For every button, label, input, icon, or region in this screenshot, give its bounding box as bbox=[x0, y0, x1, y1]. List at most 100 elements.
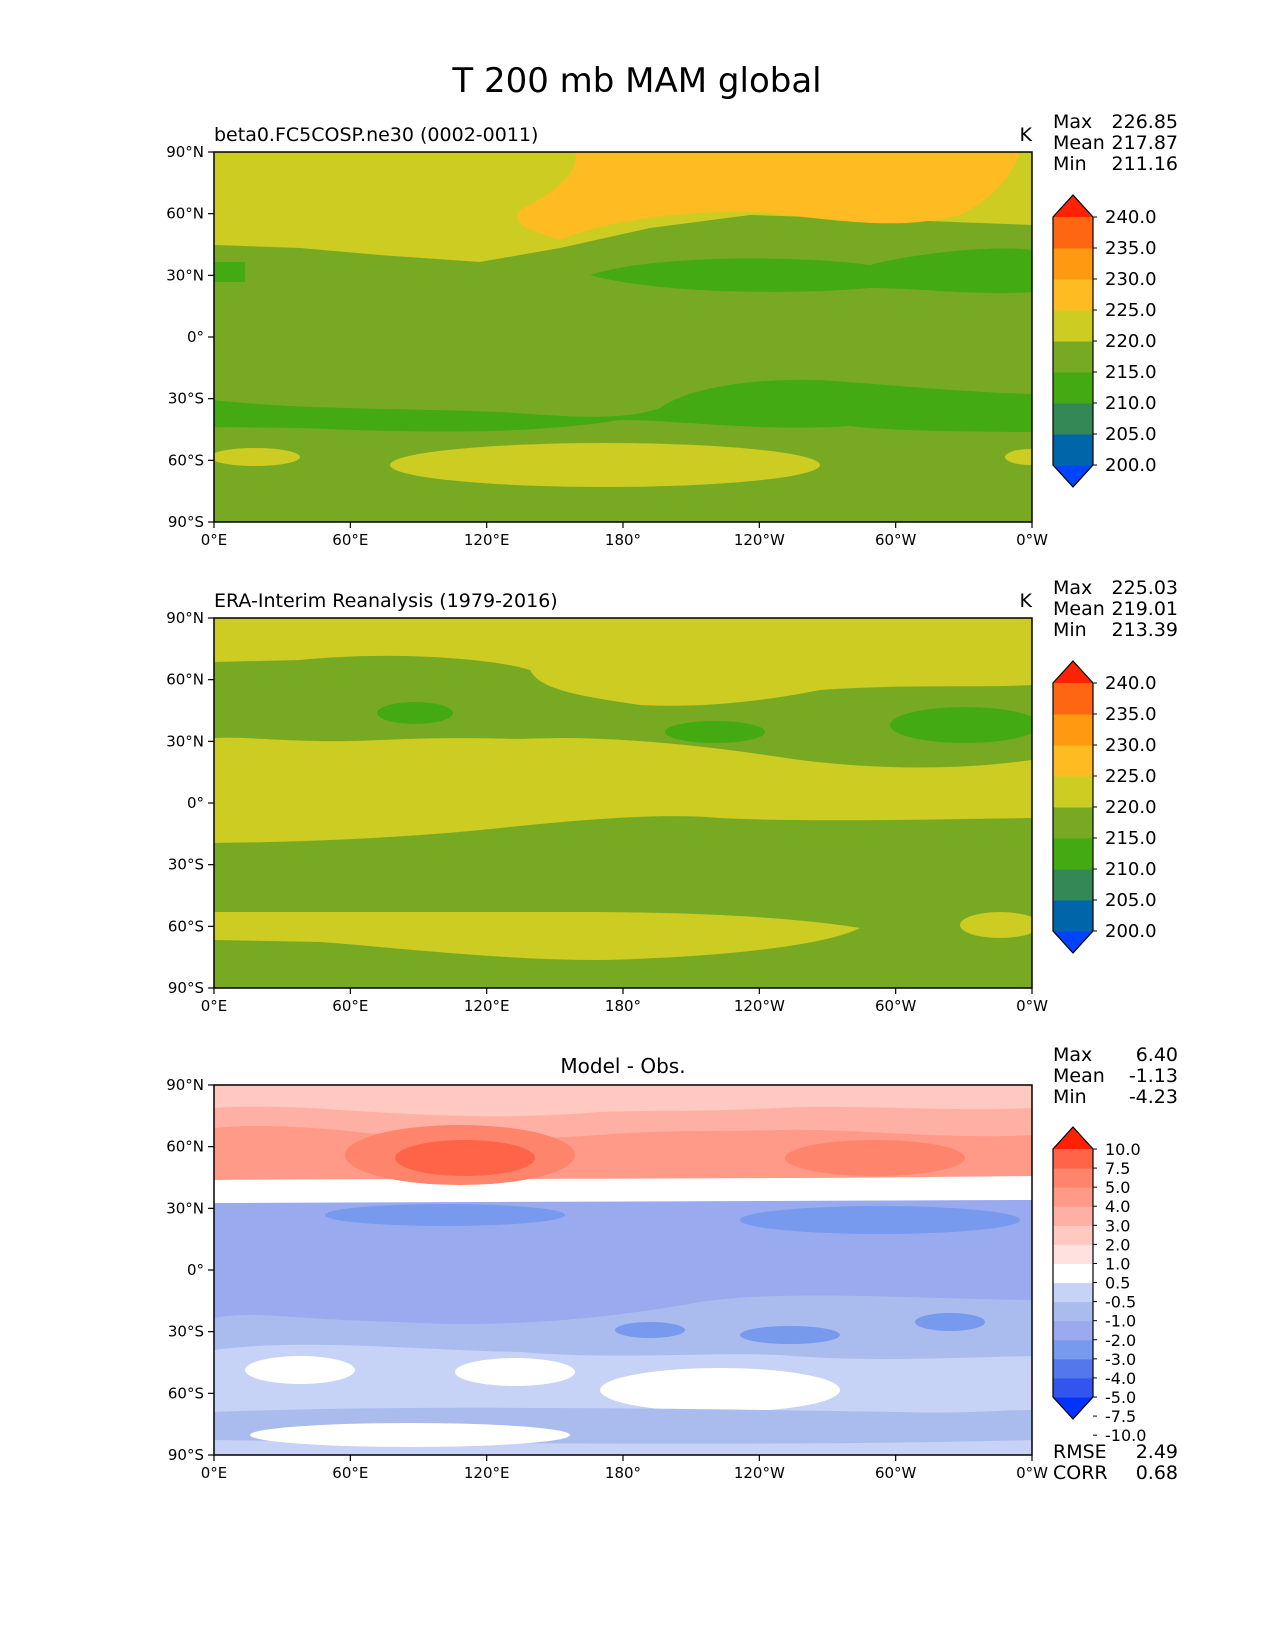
colorbar-label: 7.5 bbox=[1105, 1159, 1130, 1178]
colorbar-extend-high bbox=[1053, 661, 1093, 683]
colorbar-label: 205.0 bbox=[1105, 890, 1157, 911]
colorbar-swatch bbox=[1053, 248, 1093, 280]
colorbar-label: 235.0 bbox=[1105, 704, 1157, 725]
units-label: K bbox=[1020, 590, 1033, 612]
colorbar-label: 230.0 bbox=[1105, 269, 1157, 290]
colorbar-label: -1.0 bbox=[1105, 1312, 1136, 1331]
colorbar-swatch bbox=[1053, 1320, 1093, 1341]
colorbar-label: -5.0 bbox=[1105, 1388, 1136, 1407]
page-title: T 200 mb MAM global bbox=[451, 61, 821, 101]
lon-tick-label: 60°E bbox=[332, 531, 368, 549]
metric-label: RMSE bbox=[1053, 1441, 1107, 1463]
lat-tick-label: 90°S bbox=[168, 979, 204, 997]
lon-tick-label: 0°E bbox=[201, 1464, 228, 1482]
colorbar-label: 220.0 bbox=[1105, 797, 1157, 818]
colorbar-label: 225.0 bbox=[1105, 766, 1157, 787]
lat-tick-label: 30°S bbox=[168, 390, 204, 408]
colorbar-label: 1.0 bbox=[1105, 1254, 1130, 1273]
stat-label: Max bbox=[1053, 577, 1092, 599]
stat-value: 225.03 bbox=[1112, 577, 1178, 599]
panel-diff: Model - Obs. bbox=[213, 1054, 1033, 1456]
units-label: K bbox=[1020, 124, 1033, 146]
colorbar-label: -4.0 bbox=[1105, 1369, 1136, 1388]
temperature-field bbox=[214, 618, 1032, 988]
colorbar-swatch bbox=[1053, 372, 1093, 404]
colorbar-swatch bbox=[1053, 1244, 1093, 1264]
colorbar-extend-low bbox=[1053, 1397, 1093, 1419]
stat-value: 217.87 bbox=[1112, 132, 1178, 154]
stat-value: 6.40 bbox=[1136, 1044, 1178, 1066]
panel-title: Model - Obs. bbox=[560, 1054, 685, 1078]
colorbar-swatch bbox=[1053, 1301, 1093, 1322]
colorbar-label: -3.0 bbox=[1105, 1350, 1136, 1369]
colorbar-label: 3.0 bbox=[1105, 1216, 1130, 1235]
colorbar-swatch bbox=[1053, 807, 1093, 839]
panel-title: beta0.FC5COSP.ne30 (0002-0011) bbox=[214, 124, 538, 146]
stat-label: Min bbox=[1053, 619, 1087, 641]
lon-tick-label: 60°W bbox=[875, 1464, 917, 1482]
lat-tick-label: 0° bbox=[187, 328, 204, 346]
lat-tick-label: 0° bbox=[187, 1261, 204, 1279]
colorbar-swatch bbox=[1053, 869, 1093, 901]
stat-value: 226.85 bbox=[1112, 111, 1178, 133]
colorbar-swatch bbox=[1053, 279, 1093, 311]
colorbar-label: 235.0 bbox=[1105, 238, 1157, 259]
colorbar-label: 225.0 bbox=[1105, 300, 1157, 321]
lon-tick-label: 0°W bbox=[1016, 531, 1048, 549]
lat-tick-label: 60°N bbox=[166, 671, 204, 689]
lat-tick-label: 90°N bbox=[166, 609, 204, 627]
colorbar-swatch bbox=[1053, 1168, 1093, 1188]
colorbar-swatch bbox=[1053, 1187, 1093, 1207]
lon-tick-label: 0°E bbox=[201, 997, 228, 1015]
colorbar-label: 0.5 bbox=[1105, 1274, 1130, 1293]
colorbar-label: 210.0 bbox=[1105, 393, 1157, 414]
colorbar-extend-low bbox=[1053, 465, 1093, 487]
colorbar-swatch bbox=[1053, 403, 1093, 435]
lat-tick-label: 90°N bbox=[166, 143, 204, 161]
colorbar-extend-high bbox=[1053, 1127, 1093, 1149]
lat-tick-label: 60°S bbox=[168, 917, 204, 935]
lon-tick-label: 120°W bbox=[734, 1464, 785, 1482]
temperature-field bbox=[214, 152, 1032, 522]
colorbar-label: 200.0 bbox=[1105, 921, 1157, 942]
colorbar-swatch bbox=[1053, 1358, 1093, 1379]
colorbar-label: 230.0 bbox=[1105, 735, 1157, 756]
colorbar-label: -2.0 bbox=[1105, 1331, 1136, 1350]
lon-tick-label: 60°E bbox=[332, 1464, 368, 1482]
colorbar-swatch bbox=[1053, 1149, 1093, 1169]
stat-label: Mean bbox=[1053, 1065, 1105, 1087]
stat-value: -4.23 bbox=[1129, 1086, 1178, 1108]
lon-tick-label: 180° bbox=[605, 997, 641, 1015]
lat-tick-label: 60°S bbox=[168, 1384, 204, 1402]
metric-label: CORR bbox=[1053, 1462, 1108, 1484]
stat-value: -1.13 bbox=[1129, 1065, 1178, 1087]
colorbar-label: 220.0 bbox=[1105, 331, 1157, 352]
lon-tick-label: 60°W bbox=[875, 531, 917, 549]
lat-tick-label: 90°S bbox=[168, 513, 204, 531]
lon-tick-label: 120°E bbox=[464, 531, 510, 549]
lat-tick-label: 0° bbox=[187, 794, 204, 812]
lat-tick-label: 30°N bbox=[166, 266, 204, 284]
colorbar-swatch bbox=[1053, 341, 1093, 373]
lon-tick-label: 120°W bbox=[734, 531, 785, 549]
colorbar-swatch bbox=[1053, 683, 1093, 715]
lon-tick-label: 0°W bbox=[1016, 1464, 1048, 1482]
colorbar-label: 205.0 bbox=[1105, 424, 1157, 445]
lat-tick-label: 30°S bbox=[168, 1323, 204, 1341]
stat-value: 211.16 bbox=[1112, 153, 1178, 175]
lat-tick-label: 90°S bbox=[168, 1446, 204, 1464]
colorbar-swatch bbox=[1053, 714, 1093, 746]
colorbar-swatch bbox=[1053, 776, 1093, 808]
difference-field bbox=[214, 1085, 1032, 1455]
colorbar-swatch bbox=[1053, 1225, 1093, 1245]
colorbar-swatch bbox=[1053, 217, 1093, 249]
stat-label: Max bbox=[1053, 1044, 1092, 1066]
panel-obs: ERA-Interim Reanalysis (1979-2016) K bbox=[213, 590, 1033, 989]
colorbar-label: -10.0 bbox=[1105, 1426, 1146, 1445]
colorbar-swatch bbox=[1053, 900, 1093, 932]
lon-tick-label: 60°W bbox=[875, 997, 917, 1015]
stat-label: Mean bbox=[1053, 132, 1105, 154]
lon-tick-label: 60°E bbox=[332, 997, 368, 1015]
colorbar-swatch bbox=[1053, 745, 1093, 777]
